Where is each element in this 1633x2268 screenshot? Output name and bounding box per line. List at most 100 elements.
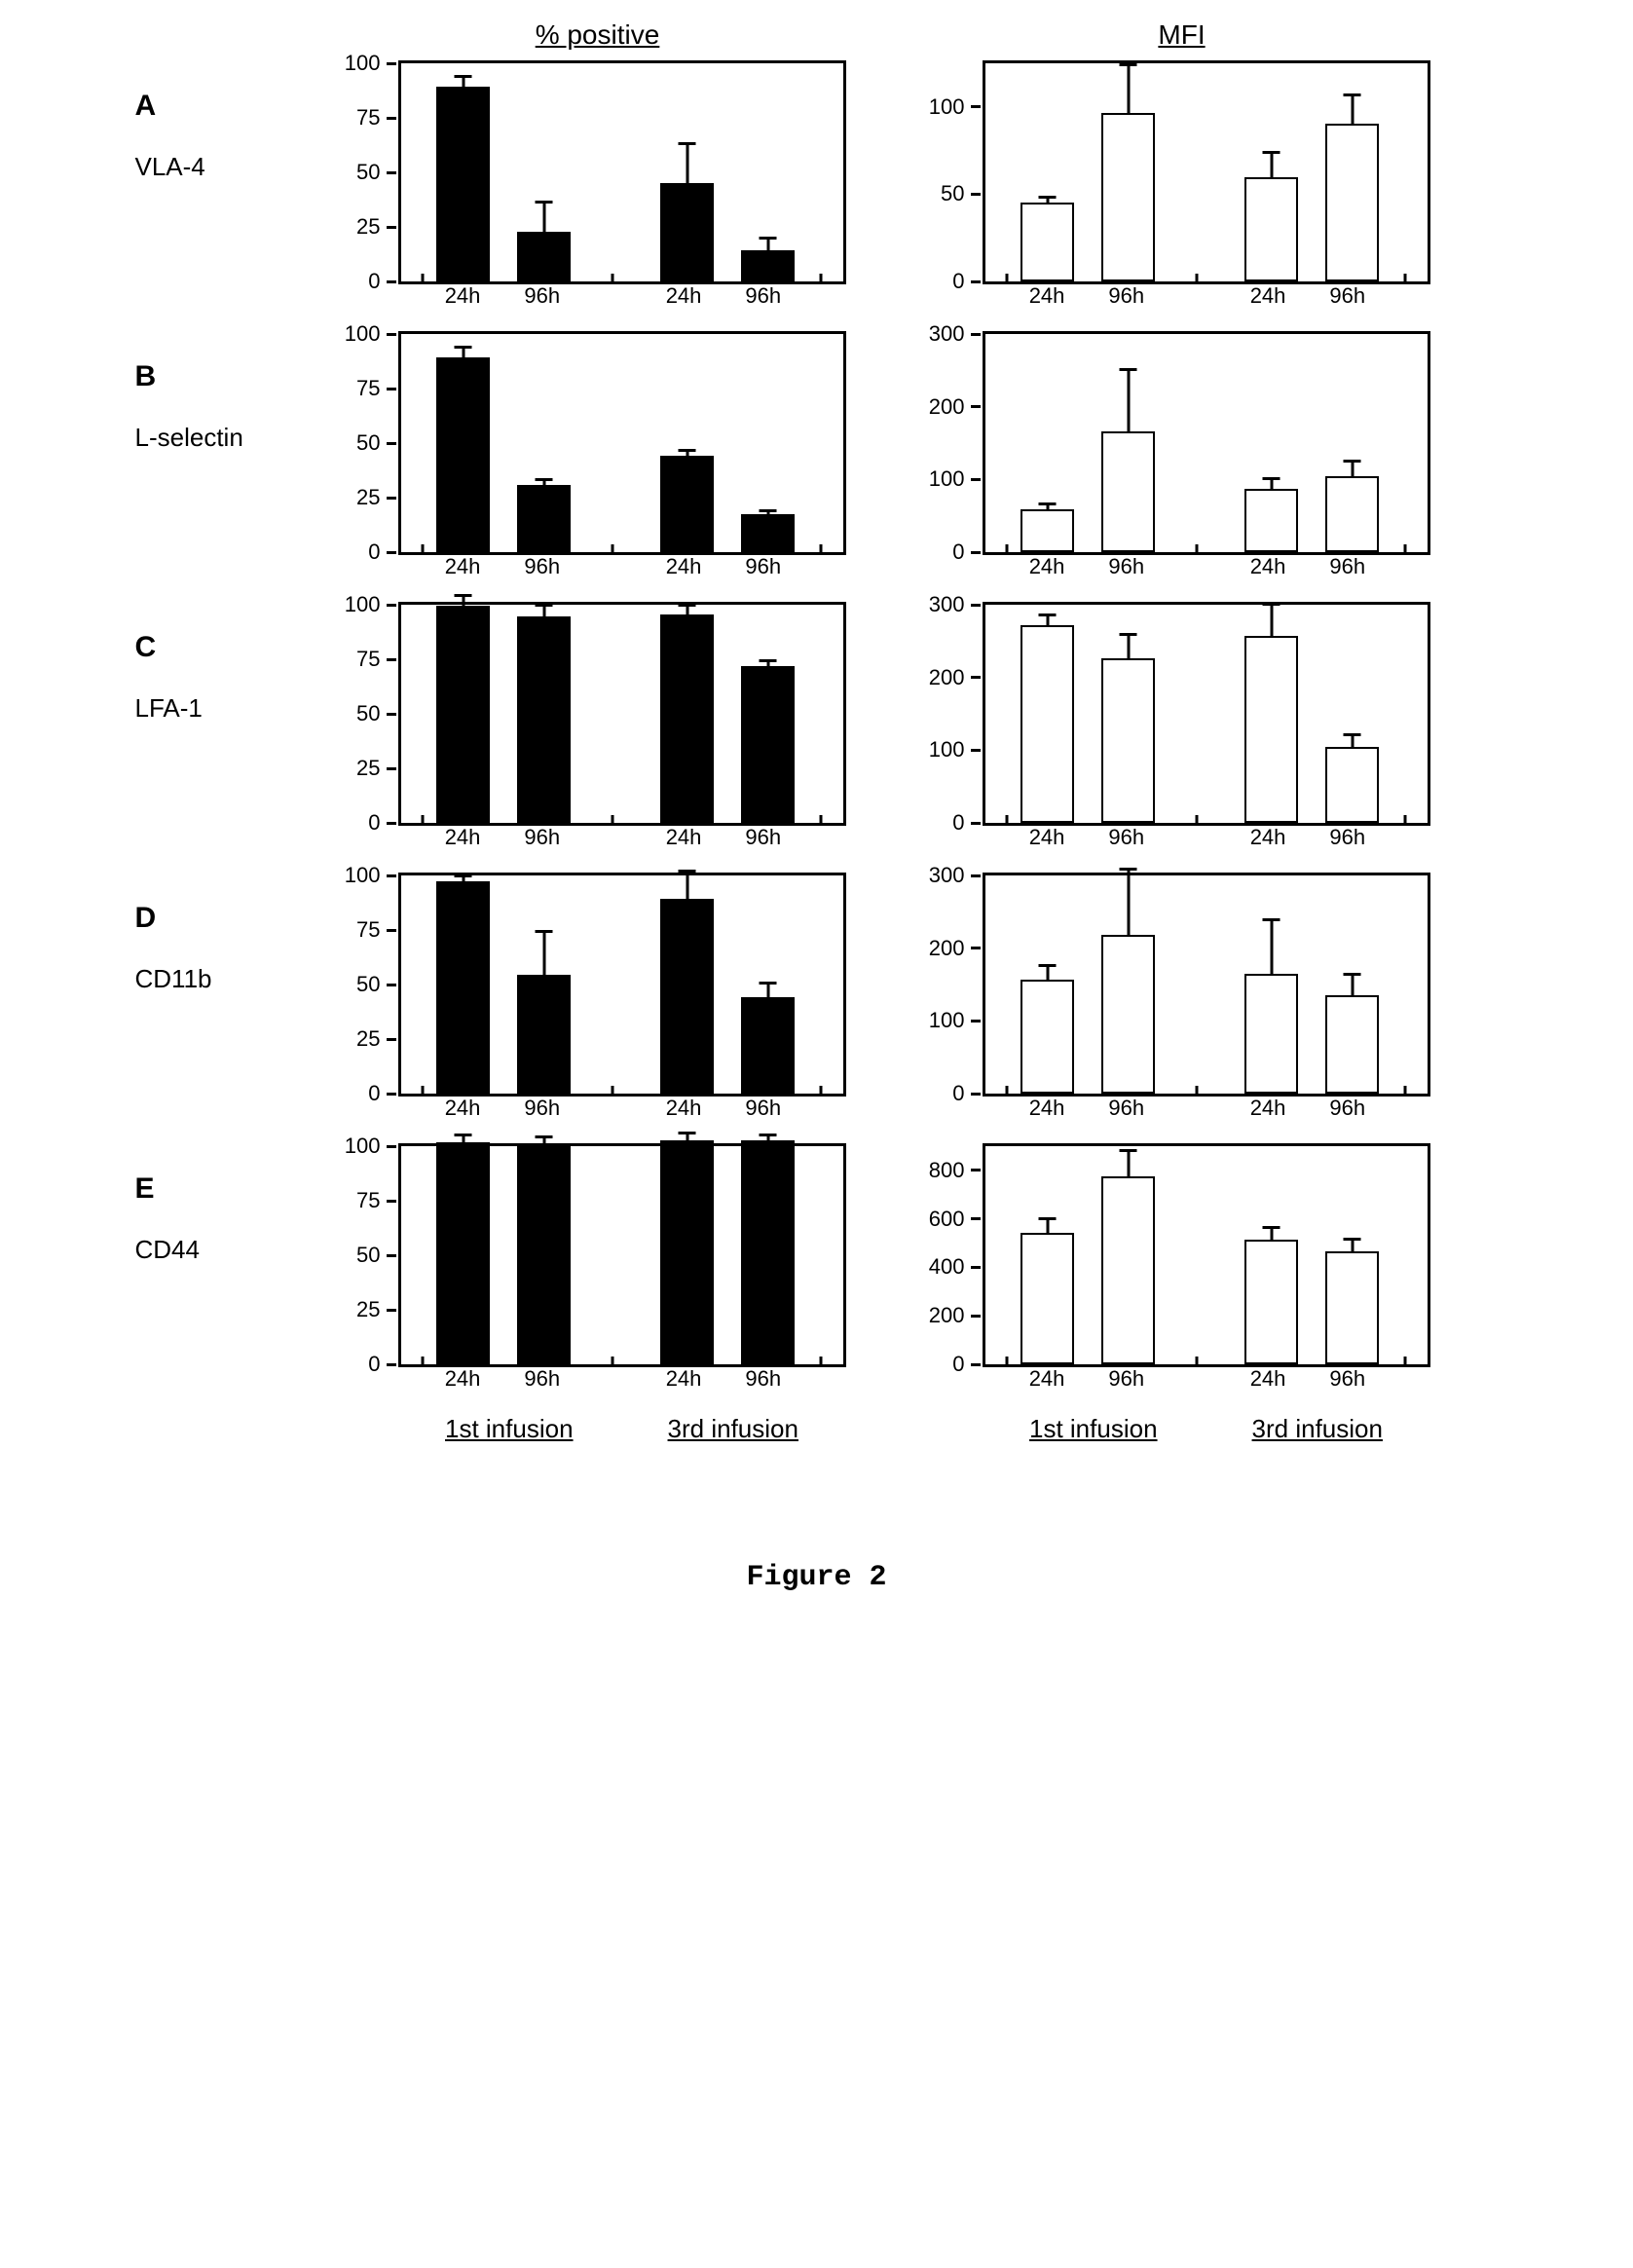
x-tick-label: 24h <box>1250 554 1286 579</box>
bar <box>517 1145 571 1364</box>
y-tick-label: 50 <box>356 701 380 726</box>
y-tick-label: 600 <box>929 1207 965 1232</box>
panel-row-C: CLFA-1025507510024h96h24h96h010020030024… <box>135 602 1499 865</box>
x-tick-label: 96h <box>1329 283 1365 309</box>
bar <box>660 1140 714 1364</box>
bar <box>741 250 795 281</box>
x-tick-label: 24h <box>666 283 702 309</box>
chart: 010020030024h96h24h96h <box>983 331 1430 555</box>
x-tick-label: 24h <box>1029 1366 1065 1392</box>
bar <box>1021 203 1074 281</box>
bar <box>1325 124 1379 281</box>
x-tick-label: 96h <box>524 554 560 579</box>
x-tick-label: 24h <box>445 1096 481 1121</box>
x-tick-label: 24h <box>1029 554 1065 579</box>
y-tick-label: 100 <box>345 1134 381 1159</box>
y-tick-label: 0 <box>952 1352 964 1377</box>
panel-letter: A <box>135 90 320 123</box>
bar <box>741 666 795 823</box>
bar <box>1021 980 1074 1094</box>
x-tick-label: 24h <box>666 1096 702 1121</box>
y-tick-label: 75 <box>356 647 380 672</box>
panel-letter: E <box>135 1172 320 1206</box>
y-tick-label: 100 <box>345 51 381 76</box>
y-tick-label: 100 <box>929 94 965 120</box>
bar <box>1021 625 1074 823</box>
col-header-mfi: MFI <box>924 19 1440 51</box>
panel-letter: C <box>135 631 320 664</box>
y-tick-label: 100 <box>345 863 381 888</box>
y-tick-label: 25 <box>356 756 380 781</box>
bar <box>1101 1176 1155 1364</box>
y-tick-label: 75 <box>356 1188 380 1213</box>
bar <box>1101 431 1155 552</box>
bar <box>1244 489 1298 552</box>
chart: 05010024h96h24h96h <box>983 60 1430 284</box>
y-tick-label: 25 <box>356 485 380 510</box>
bar <box>436 1142 490 1364</box>
chart: 025507510024h96h24h96h <box>398 873 846 1097</box>
y-tick-label: 0 <box>952 1081 964 1106</box>
chart: 025507510024h96h24h96h <box>398 602 846 826</box>
bar <box>1244 974 1298 1094</box>
bar <box>517 616 571 823</box>
x-tick-label: 24h <box>1250 283 1286 309</box>
bottom-infusion-labels: 1st infusion3rd infusion1st infusion3rd … <box>135 1414 1499 1444</box>
bar <box>436 357 490 552</box>
x-tick-label: 96h <box>745 1366 781 1392</box>
panel-row-A: A VLA-4 025507510024h96h24h96h 05010024h96h… <box>135 60 1499 323</box>
y-tick-label: 75 <box>356 917 380 943</box>
y-tick-label: 25 <box>356 214 380 240</box>
y-tick-label: 200 <box>929 1303 965 1328</box>
x-tick-label: 24h <box>445 825 481 850</box>
infusion-label-third: 3rd infusion <box>668 1414 798 1444</box>
x-tick-label: 96h <box>745 283 781 309</box>
y-tick-label: 100 <box>929 737 965 762</box>
bar <box>1325 1251 1379 1364</box>
marker-name: VLA-4 <box>135 152 320 182</box>
y-tick-label: 50 <box>356 972 380 997</box>
y-tick-label: 50 <box>941 181 964 206</box>
x-tick-label: 24h <box>1029 283 1065 309</box>
x-tick-label: 24h <box>666 1366 702 1392</box>
y-tick-label: 25 <box>356 1026 380 1052</box>
infusion-label-first: 1st infusion <box>445 1414 574 1444</box>
y-tick-label: 50 <box>356 430 380 456</box>
x-tick-label: 24h <box>666 554 702 579</box>
x-tick-label: 96h <box>524 1096 560 1121</box>
y-tick-label: 100 <box>345 321 381 347</box>
y-tick-label: 100 <box>929 466 965 492</box>
y-tick-label: 0 <box>368 539 380 565</box>
bar <box>1101 658 1155 823</box>
x-tick-label: 96h <box>1329 1366 1365 1392</box>
x-tick-label: 96h <box>1108 1366 1144 1392</box>
panel-letter: B <box>135 360 320 393</box>
panel-row-B: BL-selectin025507510024h96h24h96h0100200… <box>135 331 1499 594</box>
x-tick-label: 96h <box>1108 554 1144 579</box>
y-tick-label: 100 <box>929 1008 965 1033</box>
bar <box>1021 1233 1074 1364</box>
y-tick-label: 800 <box>929 1158 965 1183</box>
bar <box>660 183 714 281</box>
chart: 025507510024h96h24h96h <box>398 60 846 284</box>
figure-caption: Figure 2 <box>135 1561 1499 1594</box>
x-tick-label: 96h <box>745 554 781 579</box>
panel-row-D: DCD11b025507510024h96h24h96h010020030024… <box>135 873 1499 1135</box>
x-tick-label: 24h <box>445 283 481 309</box>
bar <box>1244 177 1298 281</box>
bar <box>436 606 490 823</box>
y-tick-label: 0 <box>952 539 964 565</box>
bar <box>1325 747 1379 823</box>
bar <box>1101 935 1155 1094</box>
chart: 010020030024h96h24h96h <box>983 602 1430 826</box>
x-tick-label: 96h <box>1329 554 1365 579</box>
bar <box>660 456 714 552</box>
y-tick-label: 0 <box>952 810 964 836</box>
panel-letter: D <box>135 902 320 935</box>
chart: 025507510024h96h24h96h <box>398 331 846 555</box>
bar <box>1244 1240 1298 1364</box>
x-tick-label: 24h <box>1250 825 1286 850</box>
x-tick-label: 24h <box>1250 1096 1286 1121</box>
bar <box>660 899 714 1094</box>
y-tick-label: 50 <box>356 1243 380 1268</box>
